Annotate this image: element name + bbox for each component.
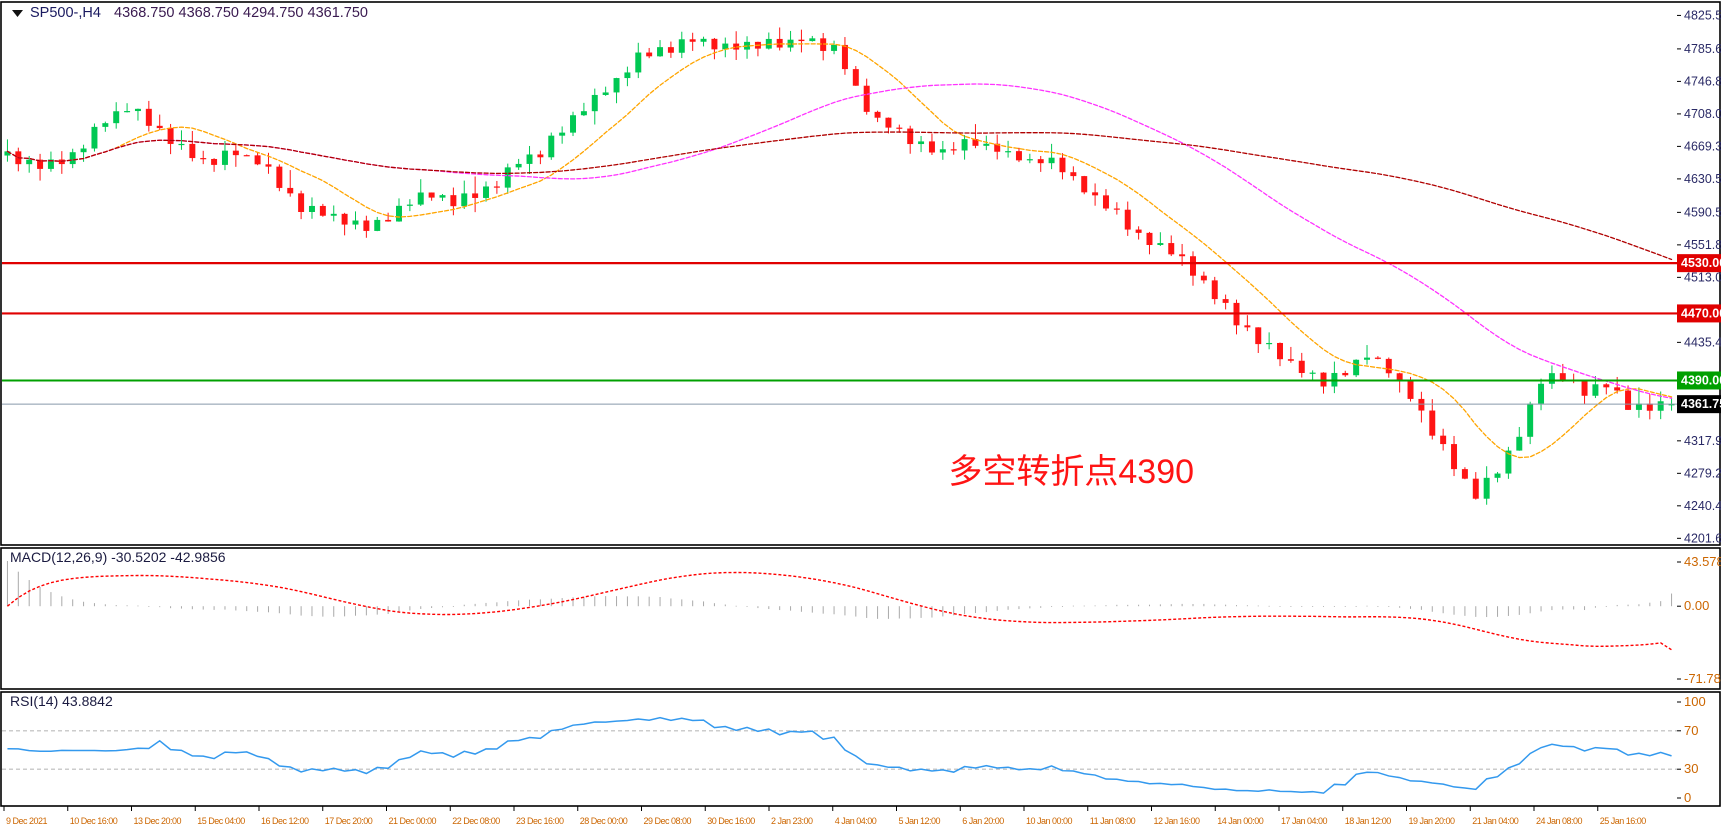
svg-text:21 Dec 00:00: 21 Dec 00:00 [389,816,437,826]
svg-text:4630.530: 4630.530 [1684,172,1721,186]
svg-text:30 Dec 16:00: 30 Dec 16:00 [707,816,755,826]
svg-text:10 Jan 00:00: 10 Jan 00:00 [1026,816,1073,826]
svg-text:12 Jan 16:00: 12 Jan 16:00 [1154,816,1201,826]
svg-text:4201.655: 4201.655 [1684,531,1721,545]
svg-text:24 Jan 08:00: 24 Jan 08:00 [1536,816,1583,826]
svg-text:4785.630: 4785.630 [1684,42,1721,56]
svg-text:4590.580: 4590.580 [1684,205,1721,219]
svg-text:14 Jan 00:00: 14 Jan 00:00 [1217,816,1264,826]
svg-text:4279.205: 4279.205 [1684,466,1721,480]
svg-text:6 Jan 20:00: 6 Jan 20:00 [962,816,1004,826]
svg-text:4435.480: 4435.480 [1684,335,1721,349]
svg-text:4530.000: 4530.000 [1681,256,1721,270]
svg-text:0: 0 [1684,790,1691,805]
svg-text:4 Jan 04:00: 4 Jan 04:00 [835,816,877,826]
svg-text:18 Jan 12:00: 18 Jan 12:00 [1345,816,1392,826]
svg-text:10 Dec 16:00: 10 Dec 16:00 [70,816,118,826]
svg-text:-71.784: -71.784 [1684,671,1721,686]
svg-text:4746.855: 4746.855 [1684,74,1721,88]
svg-text:17 Jan 04:00: 17 Jan 04:00 [1281,816,1328,826]
svg-text:15 Dec 04:00: 15 Dec 04:00 [197,816,245,826]
svg-text:9 Dec 2021: 9 Dec 2021 [6,816,48,826]
svg-text:4708.080: 4708.080 [1684,107,1721,121]
svg-text:25 Jan 16:00: 25 Jan 16:00 [1600,816,1647,826]
svg-text:4513.030: 4513.030 [1684,270,1721,284]
svg-text:70: 70 [1684,723,1698,738]
svg-text:28 Dec 00:00: 28 Dec 00:00 [580,816,628,826]
svg-text:4317.980: 4317.980 [1684,434,1721,448]
svg-text:4470.000: 4470.000 [1681,306,1721,320]
svg-text:0.00: 0.00 [1684,598,1709,613]
svg-text:4368.750 4368.750 4294.750 436: 4368.750 4368.750 4294.750 4361.750 [114,5,368,21]
svg-text:16 Dec 12:00: 16 Dec 12:00 [261,816,309,826]
svg-text:29 Dec 08:00: 29 Dec 08:00 [644,816,692,826]
svg-text:4240.430: 4240.430 [1684,499,1721,513]
svg-text:21 Jan 04:00: 21 Jan 04:00 [1472,816,1519,826]
svg-text:19 Jan 20:00: 19 Jan 20:00 [1409,816,1456,826]
svg-text:17 Dec 20:00: 17 Dec 20:00 [325,816,373,826]
svg-text:4361.750: 4361.750 [1681,397,1721,411]
svg-text:2 Jan 23:00: 2 Jan 23:00 [771,816,813,826]
svg-text:43.5788: 43.5788 [1684,554,1721,569]
svg-text:4390.000: 4390.000 [1681,373,1721,387]
svg-text:11 Jan 08:00: 11 Jan 08:00 [1090,816,1136,826]
svg-text:多空转折点4390: 多空转折点4390 [948,453,1194,491]
svg-text:13 Dec 20:00: 13 Dec 20:00 [134,816,182,826]
svg-text:4825.580: 4825.580 [1684,8,1721,22]
svg-text:100: 100 [1684,694,1706,709]
svg-text:4669.305: 4669.305 [1684,139,1721,153]
svg-text:23 Dec 16:00: 23 Dec 16:00 [516,816,564,826]
svg-text:22 Dec 08:00: 22 Dec 08:00 [452,816,500,826]
svg-text:30: 30 [1684,761,1698,776]
svg-text:MACD(12,26,9) -30.5202 -42.985: MACD(12,26,9) -30.5202 -42.9856 [10,549,226,565]
svg-text:SP500-,H4: SP500-,H4 [30,5,101,21]
svg-text:4551.805: 4551.805 [1684,238,1721,252]
svg-text:RSI(14) 43.8842: RSI(14) 43.8842 [10,693,113,709]
svg-text:5 Jan 12:00: 5 Jan 12:00 [899,816,941,826]
